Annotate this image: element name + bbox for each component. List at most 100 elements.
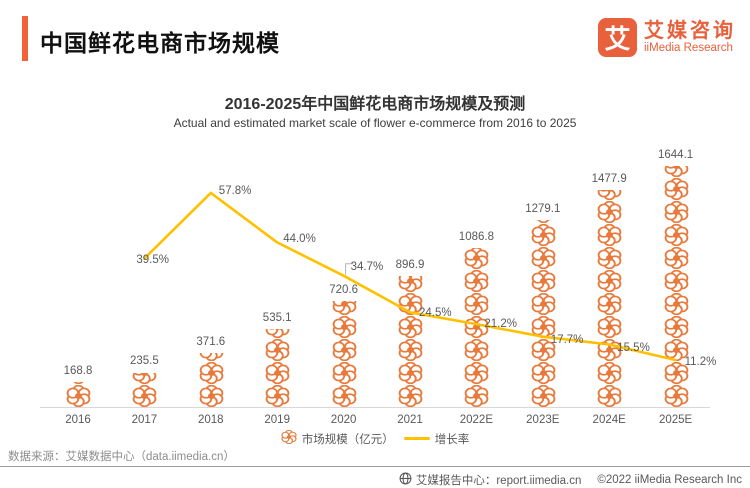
flower-icon xyxy=(531,385,556,407)
flower-icon xyxy=(465,293,489,315)
legend: 市场规模（亿元） 增长率 xyxy=(0,429,750,447)
growth-line-chart xyxy=(143,191,677,362)
flower-icon xyxy=(465,270,489,292)
flower-icon xyxy=(281,429,297,445)
growth-percent-label: 39.5% xyxy=(136,253,169,266)
flower-icon xyxy=(265,362,290,384)
flower-icon xyxy=(664,385,688,407)
flower-icon xyxy=(531,247,556,269)
flower-icon xyxy=(534,219,553,223)
footer: 艾媒报告中心：report.iimedia.cn ©2022 iiMedia R… xyxy=(399,472,742,488)
growth-percent-label: 17.7% xyxy=(550,333,584,346)
x-axis-label: 2022E xyxy=(459,414,494,426)
flower-icon xyxy=(531,270,556,292)
flower-bar xyxy=(130,372,158,407)
flower-bar xyxy=(529,219,557,407)
flower-icon xyxy=(664,293,688,315)
chart-subtitle: Actual and estimated market scale of flo… xyxy=(173,116,577,130)
bar-value-label: 720.6 xyxy=(329,284,358,297)
flower-icon xyxy=(398,362,423,384)
flower-bar xyxy=(330,301,358,407)
header-accent-bar xyxy=(22,16,28,61)
flower-icon xyxy=(531,316,556,338)
flower-icon xyxy=(332,316,356,338)
bar-value-label: 1477.9 xyxy=(591,173,627,186)
page-title: 中国鲜花电商市场规模 xyxy=(40,30,280,56)
flower-icon xyxy=(597,247,622,269)
flower-icon xyxy=(398,275,423,292)
flower-icon xyxy=(281,429,297,447)
flower-bar xyxy=(595,190,623,407)
x-axis-label: 2020 xyxy=(330,414,357,426)
flower-icon xyxy=(332,301,356,315)
growth-percent-label: 21.2% xyxy=(484,318,517,331)
flower-icon xyxy=(199,352,224,361)
x-axis-label: 2019 xyxy=(264,414,290,426)
label-leader-line xyxy=(345,263,354,275)
plot-area: 168.8 2016 235.5 2017 371.6 2018 535.1 2019 720.… xyxy=(40,140,716,426)
bar-value-label: 168.8 xyxy=(63,365,93,378)
growth-line xyxy=(143,191,677,362)
flower-icon xyxy=(398,385,423,407)
flower-bar xyxy=(396,275,424,407)
x-axis-label: 2018 xyxy=(198,414,224,426)
bar-value-label: 1644.1 xyxy=(658,149,694,161)
flower-icon xyxy=(265,328,290,338)
flower-icon xyxy=(597,270,622,292)
flower-icon xyxy=(597,293,622,315)
flower-icon xyxy=(597,362,622,384)
flower-icon xyxy=(332,362,356,384)
x-axis-line xyxy=(40,407,710,408)
chart-title: 2016-2025年中国鲜花电商市场规模及预测 xyxy=(224,96,526,113)
x-axis-label: 2021 xyxy=(397,414,423,426)
flower-icon xyxy=(531,362,556,384)
flower-icon xyxy=(66,385,91,407)
flower-icon xyxy=(597,316,622,338)
data-source-note: 数据来源：艾媒数据中心（data.iimedia.cn） xyxy=(8,451,235,463)
flower-icon xyxy=(465,362,489,384)
bar-value-label: 1086.8 xyxy=(458,230,494,243)
flower-bar xyxy=(64,382,92,407)
x-axis-label: 2016 xyxy=(65,414,91,426)
flower-icon xyxy=(531,224,556,246)
flower-icon xyxy=(265,339,290,361)
footer-divider xyxy=(0,466,750,467)
flower-icon xyxy=(465,385,489,407)
logo-name-cn: 艾媒咨询 xyxy=(644,20,736,42)
flower-icon xyxy=(597,385,622,407)
flower-icon xyxy=(332,385,356,407)
flower-icon xyxy=(664,166,688,177)
flower-bar xyxy=(662,166,690,407)
flower-icon xyxy=(531,293,556,315)
flower-icon xyxy=(465,247,489,269)
logo-mark-icon: 艾 xyxy=(598,18,637,57)
x-axis-label: 2025E xyxy=(658,414,693,426)
flower-icon xyxy=(398,339,423,361)
flower-icon xyxy=(199,362,224,384)
flower-icon xyxy=(664,247,688,269)
flower-icon xyxy=(664,339,688,361)
flower-icon xyxy=(664,362,688,384)
flower-bar xyxy=(263,328,291,407)
report-center-link: 艾媒报告中心：report.iimedia.cn xyxy=(415,475,582,487)
flower-icon xyxy=(664,224,688,246)
flower-icon xyxy=(73,382,84,384)
flower-icon xyxy=(133,385,157,407)
globe-icon xyxy=(399,472,412,488)
flower-icon xyxy=(133,372,157,384)
flower-icon xyxy=(664,178,688,200)
growth-percent-label: 34.7% xyxy=(350,260,384,273)
legend-growth-label: 增长率 xyxy=(434,433,470,446)
growth-percent-label: 57.8% xyxy=(218,184,252,197)
legend-market-label: 市场规模（亿元） xyxy=(301,433,394,446)
bar-value-label: 1279.1 xyxy=(525,202,561,215)
flower-icon xyxy=(597,190,622,200)
flower-icon xyxy=(199,385,224,407)
flower-icon xyxy=(664,201,688,223)
bar-value-label: 535.1 xyxy=(262,311,292,324)
brand-logo: 艾 艾媒咨询 iiMedia Research xyxy=(598,18,736,57)
x-axis-label: 2017 xyxy=(131,414,158,426)
flower-icon xyxy=(664,270,688,292)
flower-icon xyxy=(597,224,622,246)
